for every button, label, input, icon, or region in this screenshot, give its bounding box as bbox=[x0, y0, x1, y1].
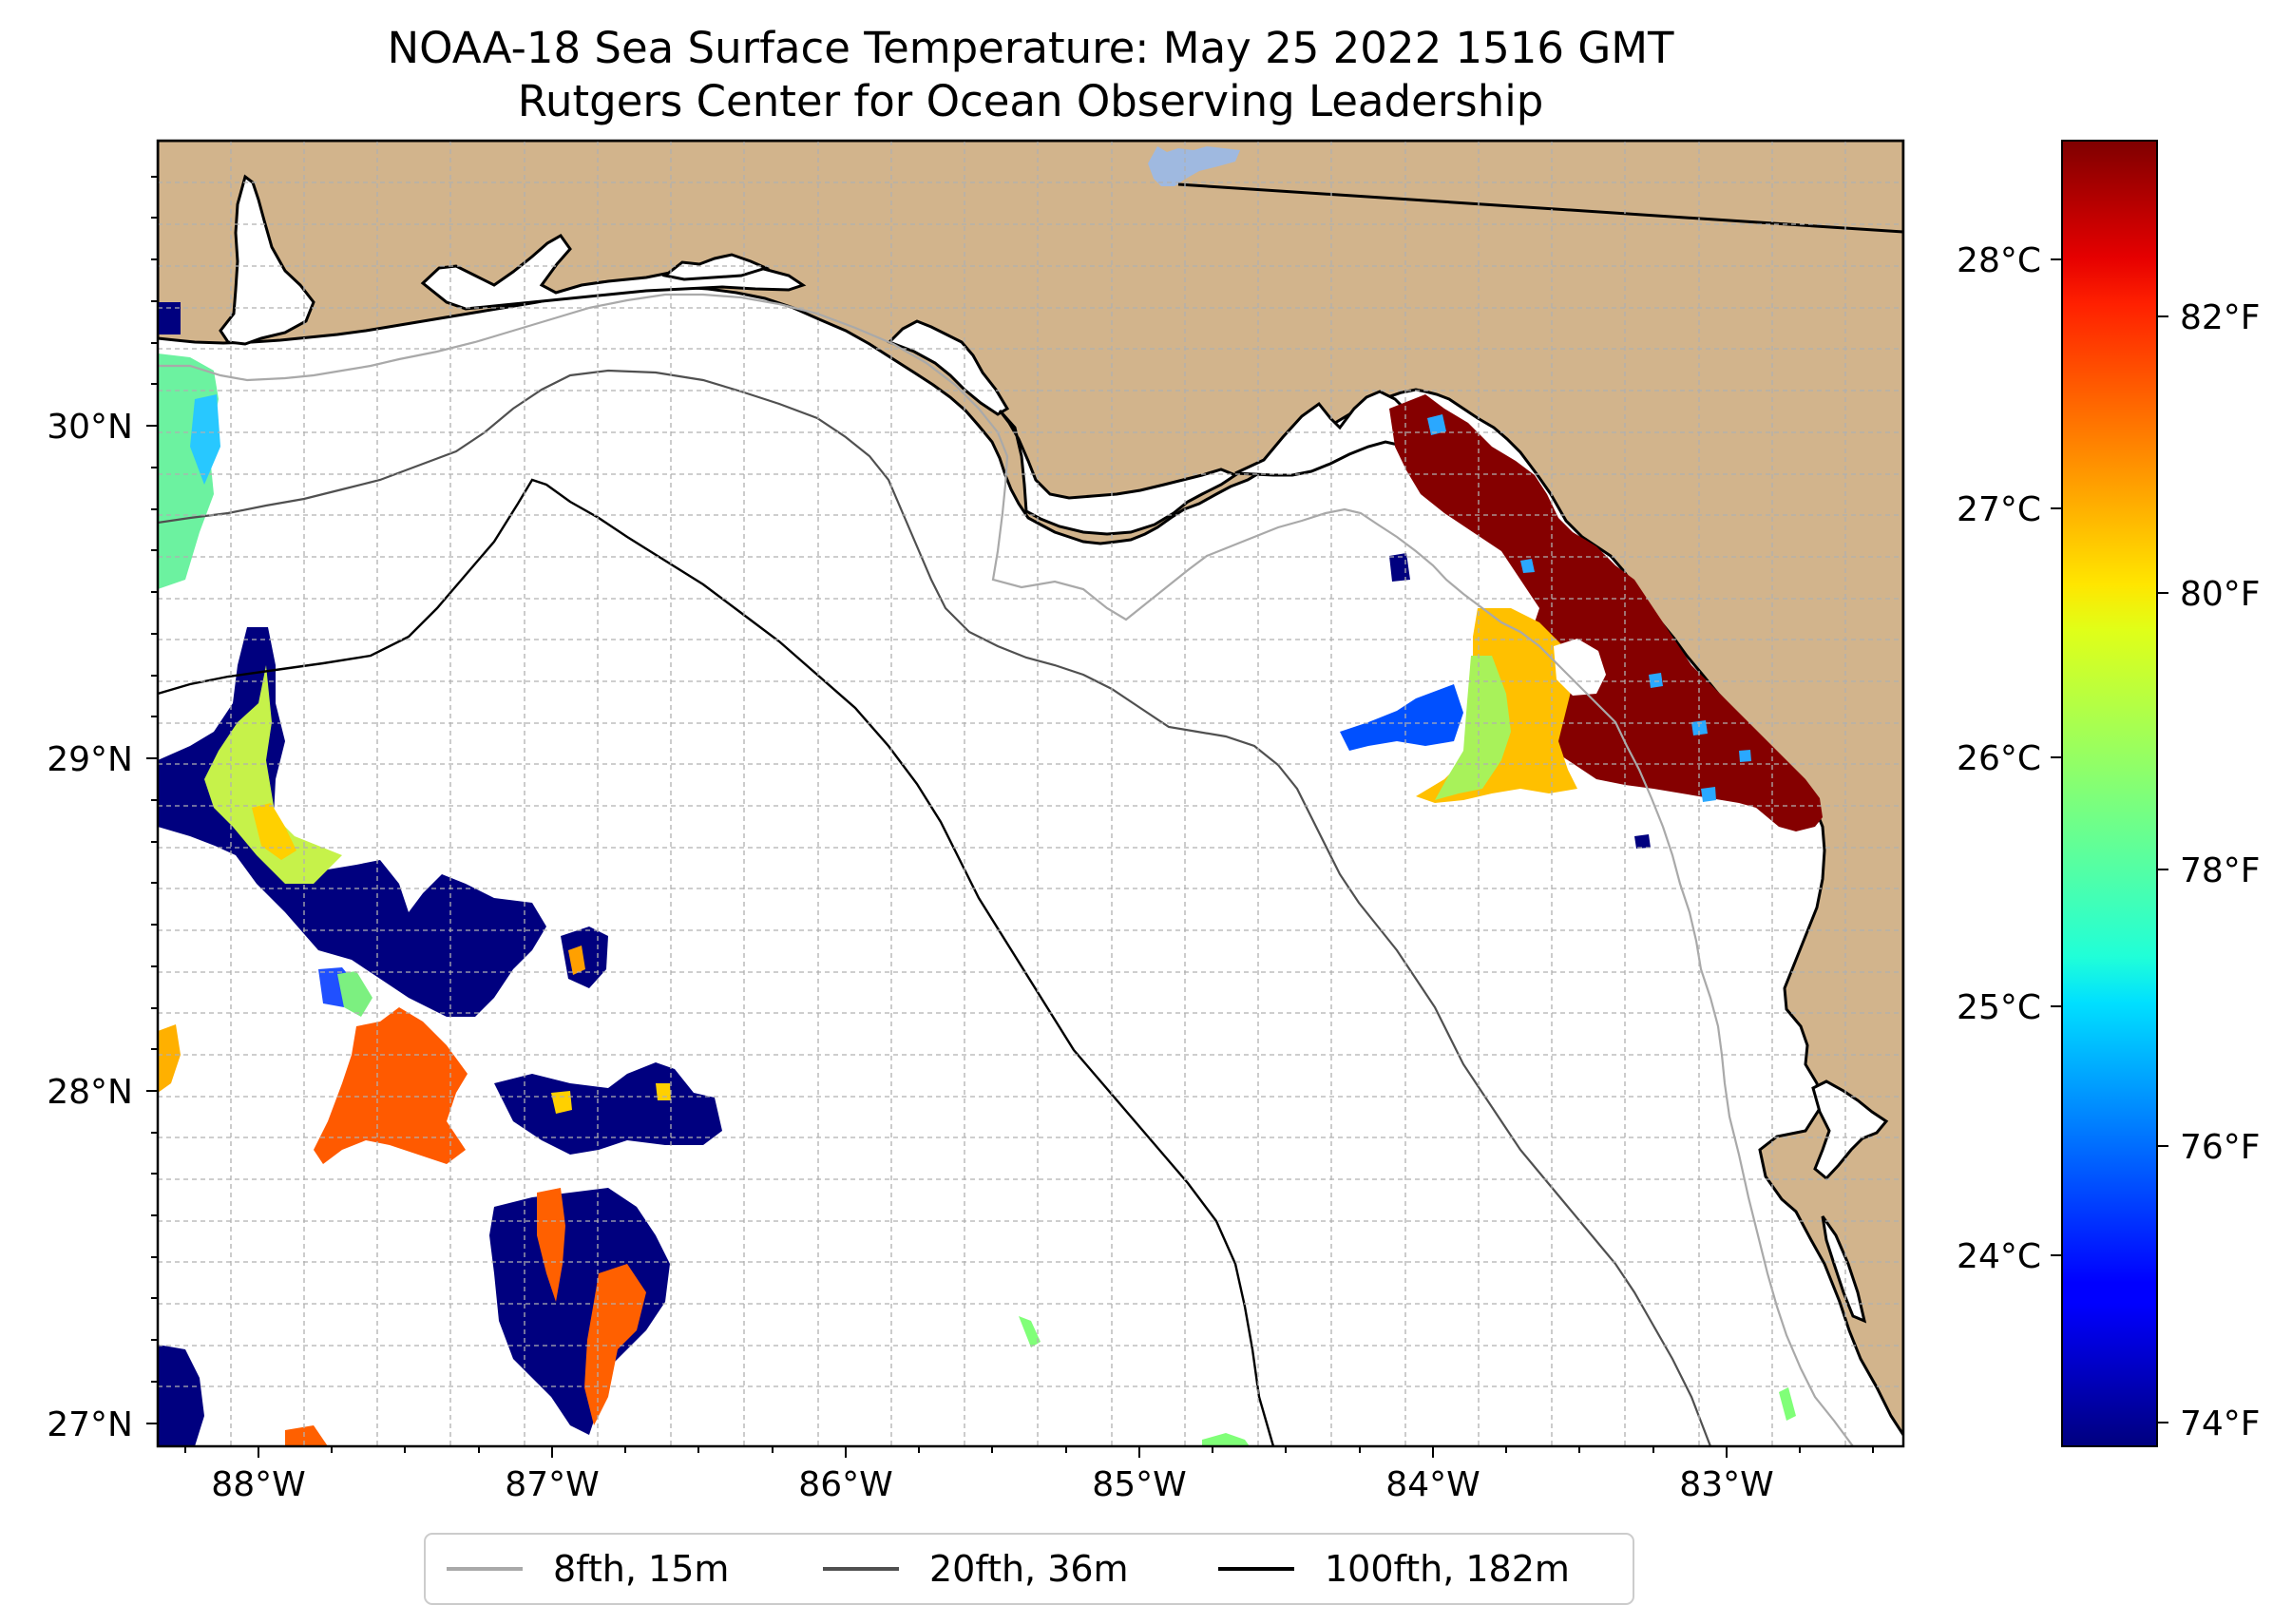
colorbar-fahrenheit-ticks bbox=[2157, 315, 2168, 1423]
map-title: NOAA-18 Sea Surface Temperature: May 25 … bbox=[387, 23, 1674, 73]
colorbar-tick-27c: 27°C bbox=[1957, 490, 2041, 529]
colorbar-tick-82f: 82°F bbox=[2180, 298, 2261, 337]
sst-patch-west-plume-warm bbox=[204, 665, 342, 884]
colorbar-tick-24c: 24°C bbox=[1957, 1237, 2041, 1276]
colorbar-tick-25c: 25°C bbox=[1957, 988, 2041, 1027]
lat-tick-30n: 30°N bbox=[47, 408, 133, 447]
sst-patch-central-lower bbox=[489, 1188, 670, 1435]
contour-20fth bbox=[158, 369, 1712, 1446]
sst-patch-southeast bbox=[1779, 1387, 1796, 1421]
sst-patch-east-cool bbox=[1340, 684, 1463, 751]
sst-patch-west-edge-cool bbox=[190, 394, 220, 485]
st-andrews-bay bbox=[887, 319, 1010, 416]
lake bbox=[1148, 146, 1240, 186]
sst-patch-west-plume-hot bbox=[252, 803, 296, 860]
colorbar-tick-28c: 28°C bbox=[1957, 241, 2041, 280]
tampa-bay bbox=[1811, 1079, 1889, 1181]
sst-patch-bottom-3 bbox=[1019, 1316, 1041, 1347]
lon-tick-83w: 83°W bbox=[1679, 1465, 1773, 1504]
lon-tick-87w: 87°W bbox=[505, 1465, 599, 1504]
legend-item-20fth: 20fth, 36m bbox=[823, 1548, 1129, 1590]
sst-patch-left-small bbox=[158, 1024, 181, 1093]
colorbar-tick-74f: 74°F bbox=[2180, 1404, 2261, 1443]
lat-tick-29n: 29°N bbox=[47, 740, 133, 779]
legend-label-20fth: 20fth, 36m bbox=[929, 1548, 1129, 1590]
contour-8fth bbox=[158, 293, 1854, 1446]
axis-ticks bbox=[146, 176, 1874, 1458]
legend: 8fth, 15m 20fth, 36m 100fth, 182m bbox=[424, 1533, 1634, 1605]
legend-label-100fth: 100fth, 182m bbox=[1325, 1548, 1570, 1590]
map-subtitle: Rutgers Center for Ocean Observing Leade… bbox=[517, 76, 1544, 126]
sst-patch-east-hot bbox=[1389, 394, 1823, 831]
choctawhatchee-bay bbox=[661, 253, 771, 281]
colorbar-tick-26c: 26°C bbox=[1957, 739, 2041, 778]
charlotte-harbor bbox=[1821, 1215, 1867, 1324]
lat-tick-28n: 28°N bbox=[47, 1073, 133, 1112]
sst-overlay bbox=[158, 302, 1823, 1446]
map-frame bbox=[156, 139, 1905, 1448]
lat-tick-27n: 27°N bbox=[47, 1405, 133, 1444]
contour-100fth bbox=[158, 478, 1275, 1446]
sst-patch-central-lower-warm bbox=[537, 1188, 646, 1425]
legend-item-8fth: 8fth, 15m bbox=[447, 1548, 729, 1590]
sst-patch-orange-blob bbox=[314, 1007, 468, 1164]
colorbar-tick-80f: 80°F bbox=[2180, 575, 2261, 614]
legend-box bbox=[424, 1533, 1634, 1605]
lon-tick-86w: 86°W bbox=[798, 1465, 892, 1504]
sst-patch-orange-blob-green bbox=[337, 971, 372, 1017]
gridlines bbox=[158, 141, 1903, 1446]
state-border bbox=[1177, 182, 1903, 234]
sst-patch-bottom-1 bbox=[285, 1425, 328, 1446]
lon-tick-85w: 85°W bbox=[1092, 1465, 1186, 1504]
colorbar-gradient bbox=[2061, 140, 2158, 1447]
sst-patch-bottom-2 bbox=[1202, 1433, 1250, 1446]
lon-tick-84w: 84°W bbox=[1385, 1465, 1480, 1504]
legend-item-100fth: 100fth, 182m bbox=[1218, 1548, 1570, 1590]
sst-patch-small-1-warm bbox=[568, 946, 585, 975]
sst-patch-bottom-left bbox=[158, 1345, 204, 1446]
map-panel: 88°W 87°W 86°W 85°W 84°W 83°W 30°N 29°N … bbox=[47, 139, 1905, 1504]
sst-patch-small-1 bbox=[561, 927, 608, 988]
legend-label-8fth: 8fth, 15m bbox=[553, 1548, 729, 1590]
colorbar-tick-78f: 78°F bbox=[2180, 851, 2261, 890]
colorbar-celsius-ticks bbox=[2051, 258, 2062, 1256]
colorbar-tick-76f: 76°F bbox=[2180, 1128, 2261, 1167]
lon-tick-88w: 88°W bbox=[211, 1465, 305, 1504]
sst-patch-east-hole bbox=[1554, 639, 1606, 696]
sst-patch-central-spots bbox=[551, 1083, 671, 1114]
sst-patch-west-cold bbox=[158, 302, 181, 334]
colorbar: 28°C 27°C 26°C 25°C 24°C 82°F 80°F 78°F … bbox=[1957, 140, 2261, 1447]
